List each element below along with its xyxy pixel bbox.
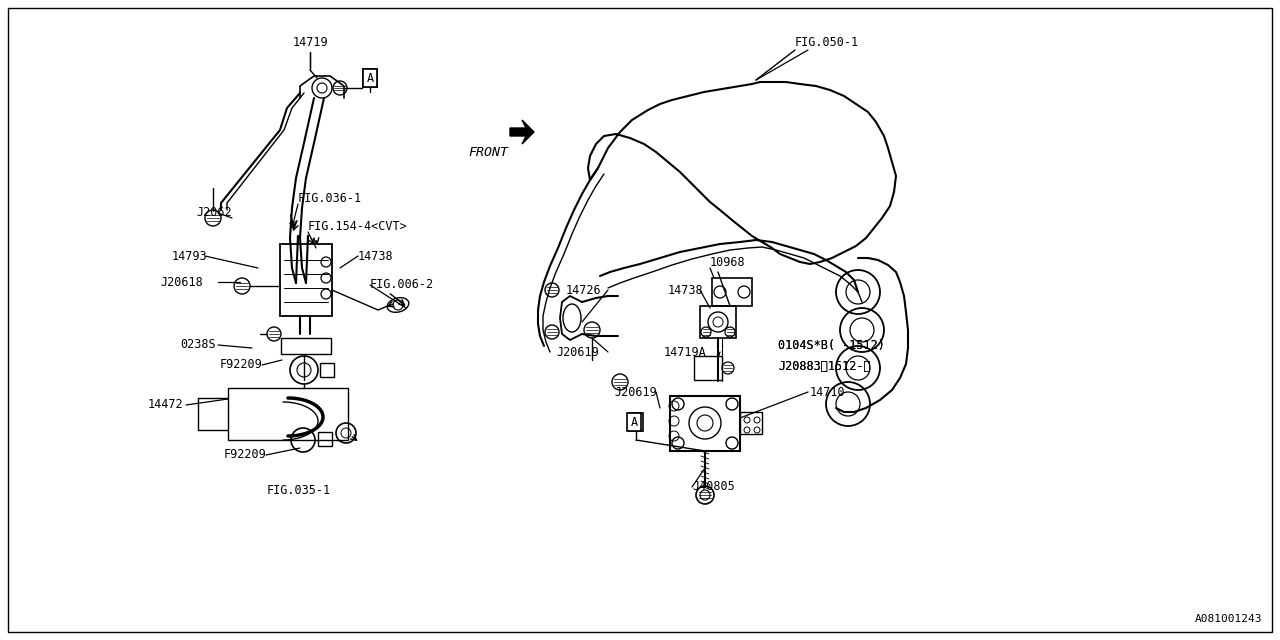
Text: 14738: 14738: [358, 250, 394, 262]
Bar: [740, 412, 762, 434]
Bar: [700, 306, 736, 338]
Bar: [280, 244, 332, 316]
Polygon shape: [509, 120, 534, 144]
Text: 14710: 14710: [810, 385, 846, 399]
Text: 0104S*B( -1512): 0104S*B( -1512): [778, 339, 884, 353]
Text: FRONT: FRONT: [468, 145, 508, 159]
Text: FIG.154-4<CVT>: FIG.154-4<CVT>: [308, 220, 408, 232]
Bar: [669, 396, 740, 451]
Text: J20883（1512-）: J20883（1512-）: [778, 360, 870, 372]
Text: FIG.035-1: FIG.035-1: [268, 483, 332, 497]
Text: 14472: 14472: [148, 399, 183, 412]
Text: 10968: 10968: [710, 255, 746, 269]
Text: 14719A: 14719A: [664, 346, 707, 358]
Text: J20883（1512-）: J20883（1512-）: [778, 360, 870, 372]
Text: 0104S*B( -1512): 0104S*B( -1512): [778, 339, 884, 353]
Text: 0238S: 0238S: [180, 339, 215, 351]
Text: 14726: 14726: [566, 284, 602, 296]
Text: J40805: J40805: [692, 481, 735, 493]
Bar: [712, 278, 753, 306]
Text: FIG.036-1: FIG.036-1: [298, 191, 362, 205]
Text: J20618: J20618: [160, 275, 202, 289]
Text: A081001243: A081001243: [1194, 614, 1262, 624]
Text: A: A: [366, 72, 374, 84]
Bar: [320, 363, 334, 377]
Text: FIG.006-2: FIG.006-2: [370, 278, 434, 291]
Text: F92209: F92209: [224, 449, 266, 461]
Bar: [694, 356, 722, 380]
Text: A: A: [631, 415, 637, 429]
Text: 14738: 14738: [668, 284, 704, 296]
Text: FIG.050-1: FIG.050-1: [795, 35, 859, 49]
Bar: [317, 432, 332, 446]
Text: 14793: 14793: [172, 250, 207, 262]
Bar: [282, 338, 332, 354]
Text: J2062: J2062: [196, 207, 232, 220]
Text: A: A: [366, 72, 374, 84]
Bar: [228, 388, 348, 440]
Text: A: A: [632, 415, 640, 429]
Text: F92209: F92209: [220, 358, 262, 371]
Text: J20619: J20619: [556, 346, 599, 358]
Text: J20619: J20619: [614, 385, 657, 399]
Text: 14719: 14719: [292, 35, 328, 49]
